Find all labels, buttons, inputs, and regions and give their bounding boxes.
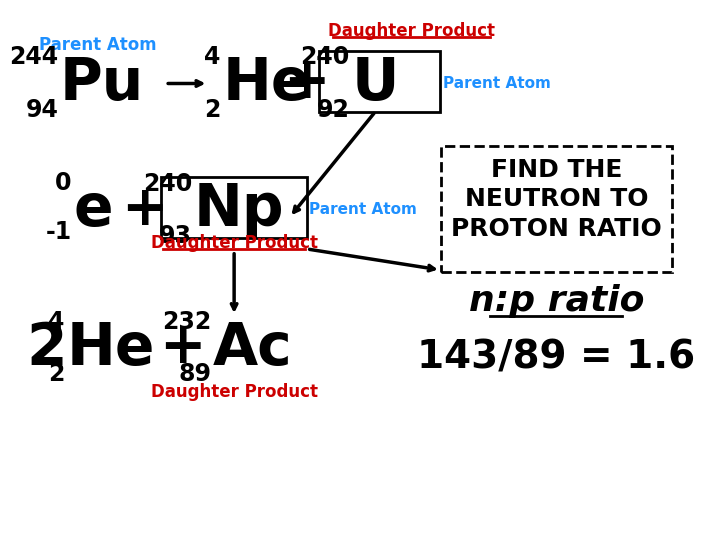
- Text: 143/89 = 1.6: 143/89 = 1.6: [418, 339, 696, 377]
- Text: 92: 92: [317, 98, 350, 122]
- Text: Daughter Product: Daughter Product: [150, 383, 318, 401]
- Text: He: He: [222, 55, 311, 112]
- FancyBboxPatch shape: [319, 51, 440, 112]
- Text: Pu: Pu: [60, 55, 144, 112]
- Text: Ac: Ac: [213, 320, 293, 377]
- Text: 4: 4: [204, 45, 221, 70]
- Text: 240: 240: [301, 45, 350, 70]
- Text: 2: 2: [27, 320, 67, 377]
- Text: Parent Atom: Parent Atom: [40, 36, 157, 54]
- Text: 4: 4: [48, 310, 65, 334]
- Text: +: +: [159, 321, 206, 375]
- Text: Np: Np: [194, 181, 284, 238]
- Text: 240: 240: [143, 172, 192, 195]
- Text: PROTON RATIO: PROTON RATIO: [451, 217, 662, 241]
- Text: e: e: [73, 181, 113, 238]
- Text: 94: 94: [25, 98, 58, 122]
- Text: NEUTRON TO: NEUTRON TO: [464, 187, 648, 211]
- Polygon shape: [441, 146, 672, 272]
- Text: Daughter Product: Daughter Product: [150, 234, 318, 252]
- Text: -1: -1: [45, 220, 71, 244]
- FancyBboxPatch shape: [161, 177, 307, 239]
- Text: n:p ratio: n:p ratio: [469, 284, 644, 318]
- Text: 0: 0: [55, 171, 71, 195]
- Text: FIND THE: FIND THE: [491, 158, 622, 181]
- Text: 89: 89: [178, 362, 211, 387]
- Text: Parent Atom: Parent Atom: [309, 202, 417, 217]
- Text: +: +: [284, 57, 330, 111]
- Text: 244: 244: [9, 45, 58, 70]
- Text: He: He: [67, 320, 156, 377]
- Text: 232: 232: [162, 310, 211, 334]
- Text: 2: 2: [48, 362, 65, 387]
- Text: +: +: [121, 183, 168, 237]
- Text: 2: 2: [204, 98, 221, 122]
- Text: U: U: [352, 55, 400, 112]
- Text: Parent Atom: Parent Atom: [443, 76, 551, 91]
- Text: 93: 93: [159, 224, 192, 248]
- Text: Daughter Product: Daughter Product: [328, 22, 495, 40]
